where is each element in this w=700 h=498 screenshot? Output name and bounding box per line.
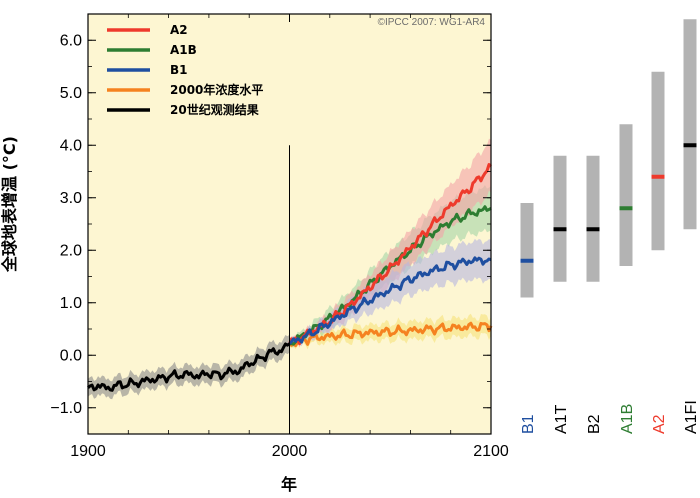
range-bar-A1T: [553, 155, 567, 282]
series-line-1: [288, 163, 492, 346]
best-estimate-A1B: [619, 206, 633, 211]
legend: A2 A1B B1 2000年浓度水平 20世纪观测结果: [107, 23, 263, 117]
scenario-range-bars: B1 A1T B2 A1B A2 A1FI: [520, 19, 700, 434]
y-tick-label: 4.0: [60, 137, 82, 154]
y-axis: −1.0 0.0 1.0 2.0 3.0 4.0 5.0 6.0: [50, 13, 491, 435]
series-lines: [87, 163, 493, 392]
range-bar-label: B2: [586, 414, 603, 434]
range-bar-B2: [586, 155, 600, 282]
y-tick-label: 5.0: [60, 85, 82, 102]
range-bar-A1B: [619, 124, 633, 266]
x-axis: 1900 2000 2100: [70, 14, 509, 460]
range-bar-label: A1T: [553, 404, 570, 434]
legend-label: B1: [170, 63, 188, 77]
range-bar-B1: [520, 203, 534, 298]
y-tick-label: 2.0: [60, 242, 82, 259]
best-estimate-A1T: [553, 227, 567, 232]
range-bar-label: A1B: [619, 404, 636, 434]
band-0: [88, 334, 290, 400]
x-axis-label: 年: [281, 475, 297, 494]
y-axis-label: 全球地表增温 (°C): [0, 136, 19, 273]
legend-label: A2: [170, 23, 188, 37]
y-tick-label: 0.0: [60, 347, 82, 364]
x-tick-label: 2000: [272, 443, 308, 460]
best-estimate-B1: [520, 258, 534, 263]
range-bar-label: A2: [651, 414, 668, 434]
legend-label: A1B: [170, 43, 197, 57]
range-bar-A2: [651, 71, 665, 251]
y-tick-label: −1.0: [50, 400, 82, 417]
y-tick-label: 1.0: [60, 295, 82, 312]
best-estimate-A2: [651, 174, 665, 179]
range-bar-label: A1FI: [683, 400, 700, 434]
y-tick-label: 3.0: [60, 190, 82, 207]
range-bar-label: B1: [520, 414, 537, 434]
range-bar-A1FI: [683, 19, 697, 230]
best-estimate-B2: [586, 227, 600, 232]
legend-label: 2000年浓度水平: [170, 82, 263, 97]
x-tick-label: 2100: [473, 443, 509, 460]
y-tick-label: 6.0: [60, 32, 82, 49]
series-line-4: [288, 321, 493, 348]
x-tick-label: 1900: [70, 443, 106, 460]
legend-label: 20世纪观测结果: [170, 102, 259, 117]
series-line-3: [288, 256, 492, 345]
copyright-credit: ©IPCC 2007: WG1-AR4: [378, 17, 486, 28]
best-estimate-A1FI: [683, 143, 697, 148]
series-line-0: [87, 342, 291, 392]
